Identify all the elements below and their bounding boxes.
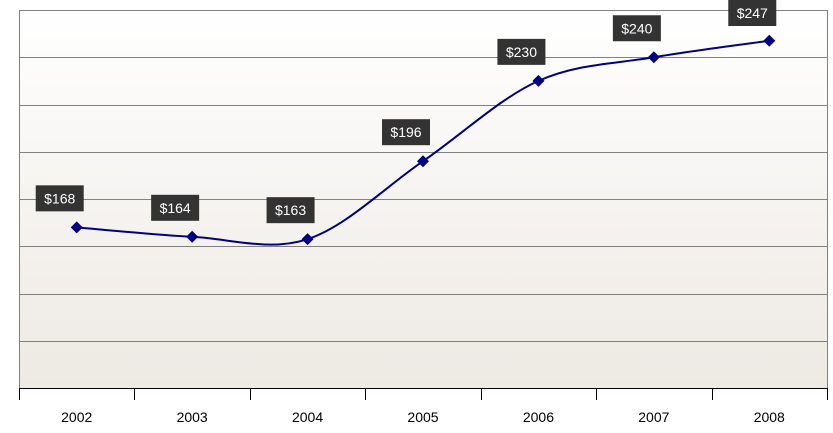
data-label: $163 [266,197,315,224]
data-label-text: $230 [506,44,537,60]
data-point [70,221,83,234]
x-tick-label: 2007 [638,409,669,425]
data-point [763,34,776,47]
data-point [417,155,429,168]
data-point [647,51,660,64]
data-label: $168 [35,185,84,212]
data-label: $196 [382,119,430,146]
data-label-box [266,197,315,224]
data-label-box [612,15,661,42]
x-tick-label: 2002 [61,409,92,425]
gridlines [19,10,828,388]
x-tick-label: 2003 [177,409,208,425]
data-label-text: $247 [737,5,768,21]
x-axis: 2002 2003 2004 2005 2006 2007 2008 [19,388,828,425]
data-label: $247 [728,0,777,26]
data-label-text: $163 [275,202,306,218]
data-label: $164 [151,194,200,221]
data-label-box [151,194,200,221]
data-label-text: $240 [621,20,652,36]
data-point [532,74,545,87]
data-labels: $168 $164 $163 $196 $230 $240 $247 [35,0,777,224]
x-tick-label: 2005 [407,409,438,425]
data-label-box [497,38,546,65]
data-markers [70,34,776,246]
data-point [186,230,199,243]
data-label-box [382,119,430,146]
data-label: $240 [612,15,661,42]
data-point [301,233,314,246]
x-tick-label: 2008 [754,409,785,425]
data-label-box [728,0,777,26]
data-label-box [35,185,84,212]
data-label-text: $164 [160,200,191,216]
x-tick-label: 2004 [292,409,323,425]
data-label-text: $196 [390,124,421,140]
data-label: $230 [497,38,546,65]
data-label-text: $168 [44,190,75,206]
x-tick-label: 2006 [523,409,554,425]
